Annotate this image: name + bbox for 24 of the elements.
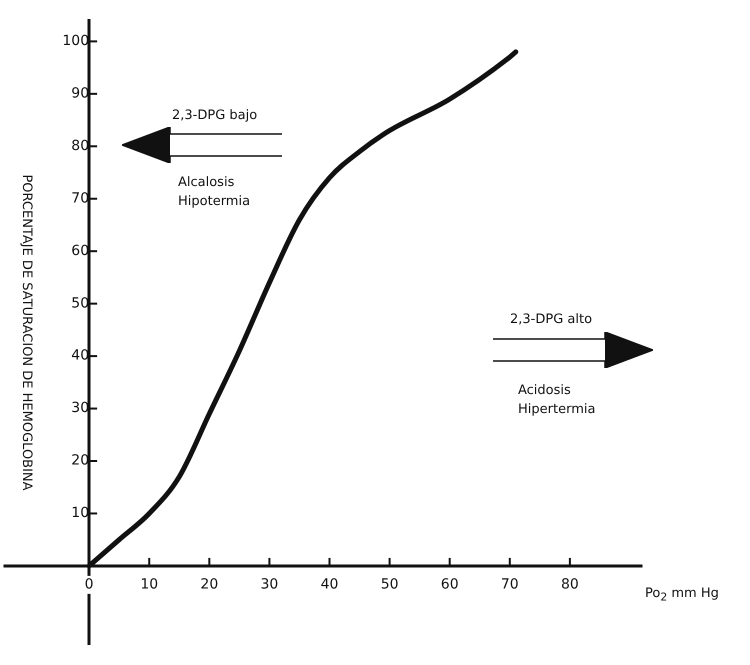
x-tick-label: 80 — [560, 576, 579, 593]
x-axis-title: Po$_{2}$ mm Hg — [645, 586, 719, 604]
y-tick-label: 80 — [71, 138, 90, 154]
y-tick-label: 90 — [71, 85, 90, 102]
x-tick-label: 70 — [500, 576, 519, 593]
annotation: Acidosis — [518, 383, 571, 398]
annotation: Hipertermia — [518, 402, 596, 417]
x-tick-label: 0 — [84, 576, 94, 593]
y-axis-title: PORCENTAJE DE SATURACION DE HEMOGLOBINA — [19, 174, 34, 491]
y-tick-label: 60 — [71, 242, 90, 259]
x-tick-label: 10 — [140, 576, 158, 593]
annotation: Hipotermia — [178, 194, 250, 209]
x-tick-label: 40 — [320, 576, 338, 593]
x-tick-label: 30 — [260, 576, 278, 593]
annotation: Alcalosis — [178, 175, 234, 190]
y-tick-label: 20 — [71, 452, 90, 469]
x-tick-label: 60 — [440, 576, 459, 593]
annotation: 2,3-DPG bajo — [172, 108, 258, 123]
x-tick-label: 50 — [380, 576, 399, 593]
y-tick-label: 100 — [62, 33, 90, 50]
y-tick-label: 40 — [71, 348, 90, 364]
annotation: 2,3-DPG alto — [510, 312, 592, 327]
y-tick-label: 30 — [71, 400, 90, 416]
x-tick-label: 20 — [200, 576, 218, 593]
